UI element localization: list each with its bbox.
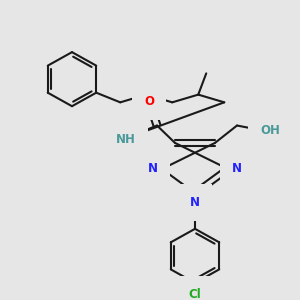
Text: O: O <box>144 95 154 108</box>
Text: N: N <box>148 163 158 176</box>
Text: Cl: Cl <box>189 288 201 300</box>
Text: OH: OH <box>260 124 280 137</box>
Text: NH: NH <box>116 134 136 146</box>
Text: N: N <box>190 196 200 209</box>
Text: N: N <box>232 163 242 176</box>
